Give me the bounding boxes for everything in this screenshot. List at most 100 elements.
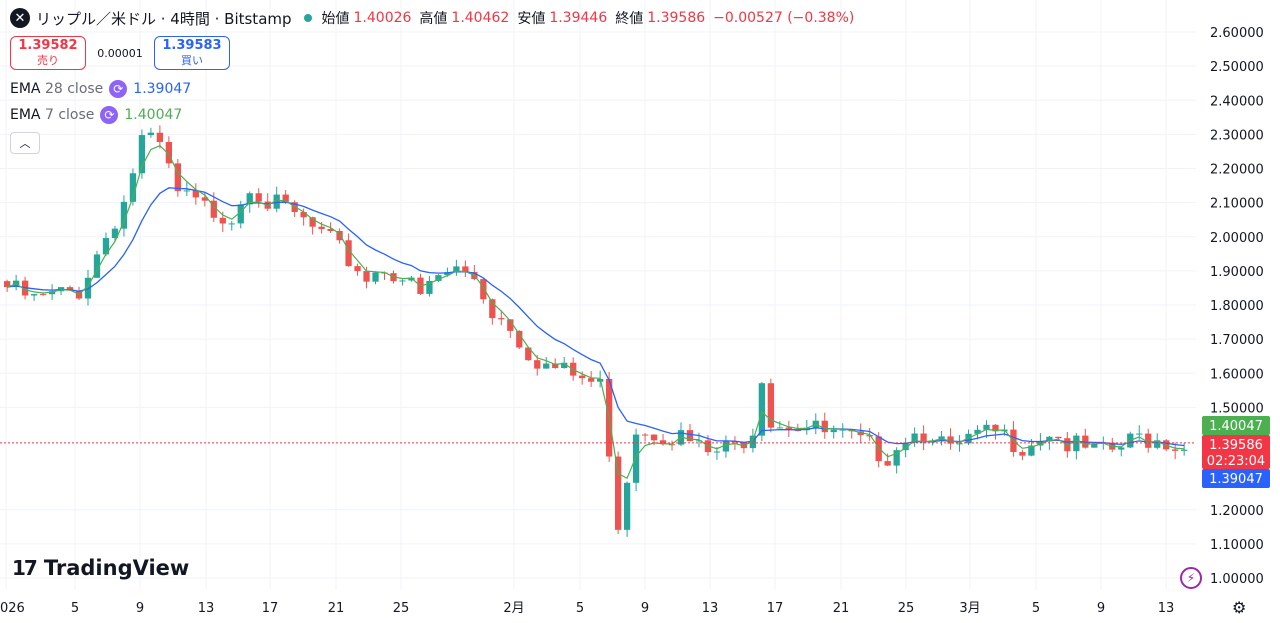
open-label: 始値	[321, 11, 350, 27]
tv-logo-icon: 17	[12, 556, 38, 580]
candle-body	[911, 433, 918, 443]
x-tick-label: 9	[641, 601, 649, 616]
refresh-icon[interactable]: ⟳	[109, 80, 128, 98]
ema28-params: 28 close	[44, 81, 104, 97]
ema7-params: 7 close	[44, 107, 95, 123]
candle-body	[1136, 433, 1143, 435]
x-tick-label: 026	[0, 601, 25, 616]
candle-body	[462, 266, 469, 273]
x-tick-label: 5	[1032, 601, 1040, 616]
candle-body	[866, 435, 873, 437]
candle-body	[722, 440, 730, 452]
candle-body	[354, 266, 361, 272]
symbol-title[interactable]: リップル／米ドル · 4時間 · Bitstamp	[36, 9, 292, 28]
candle-body	[579, 375, 586, 379]
x-tick-label: 5	[576, 601, 584, 616]
sell-price: 1.39582	[18, 38, 78, 53]
chart-grid	[0, 0, 1196, 590]
candle-body	[111, 228, 119, 239]
candle-body	[794, 430, 801, 432]
candle-body	[93, 254, 101, 278]
ema28-price-label-bg	[1202, 469, 1270, 488]
candle-body	[543, 363, 550, 369]
x-tick-label: 2月	[503, 601, 524, 616]
indicator-ema7[interactable]: EMA 7 close ⟳ 1.40047	[10, 106, 182, 124]
candle-body	[561, 362, 568, 369]
candle-body	[785, 427, 792, 431]
candle-body	[1172, 449, 1179, 451]
candle-body	[641, 434, 649, 436]
candle-body	[453, 266, 460, 273]
ema28-price-label: 1.39047	[1209, 472, 1263, 487]
candle-body	[947, 436, 954, 444]
candle-body	[372, 272, 379, 282]
candle-body	[336, 230, 343, 241]
candle-body	[4, 281, 11, 288]
x-tick-label: 13	[1158, 601, 1175, 616]
y-tick-label: 1.00000	[1210, 572, 1264, 587]
candle-body	[552, 363, 559, 369]
change-value: −0.00527 (−0.38%)	[713, 10, 855, 26]
y-tick-label: 2.60000	[1210, 26, 1264, 41]
x-tick-label: 21	[833, 601, 850, 616]
candle-body	[138, 135, 146, 174]
gear-icon[interactable]: ⚙	[1232, 598, 1247, 617]
refresh-icon[interactable]: ⟳	[100, 106, 119, 124]
countdown-label: 02:23:04	[1207, 454, 1265, 469]
ema28-name: EMA	[10, 81, 41, 97]
candle-body	[426, 280, 433, 294]
logo-text: TradingView	[43, 556, 190, 580]
buy-button[interactable]: 1.39583 買い	[154, 36, 230, 70]
low-value: 1.39446	[549, 10, 608, 26]
x-tick-label: 21	[328, 601, 345, 616]
y-tick-label: 1.90000	[1210, 265, 1264, 280]
candle-body	[956, 443, 963, 445]
y-tick-label: 2.50000	[1210, 60, 1264, 75]
candle-body	[327, 229, 334, 231]
high-value: 1.40462	[451, 10, 510, 26]
indicator-ema28[interactable]: EMA 28 close ⟳ 1.39047	[10, 80, 191, 98]
x-tick-label: 9	[136, 601, 144, 616]
candle-body	[48, 291, 56, 295]
candle-body	[767, 383, 775, 428]
x-tick-label: 9	[1097, 601, 1105, 616]
candle-body	[219, 217, 226, 224]
y-tick-label: 2.20000	[1210, 163, 1264, 178]
x-tick-label: 3月	[959, 601, 980, 616]
buy-price: 1.39583	[162, 38, 222, 53]
candle-body	[120, 201, 128, 229]
candle-body	[875, 436, 882, 462]
y-tick-label: 2.00000	[1210, 231, 1264, 246]
candle-body	[66, 287, 74, 291]
candle-body	[1037, 441, 1044, 446]
candle-body	[129, 173, 137, 202]
candle-body	[776, 427, 783, 429]
candle-body	[345, 240, 352, 267]
last-price-label-bg	[1202, 435, 1270, 469]
candle-body	[1028, 445, 1035, 456]
candles	[4, 125, 1188, 537]
candle-body	[444, 272, 451, 276]
candle-body	[588, 378, 595, 382]
x-tick-label: 13	[702, 601, 719, 616]
candle-body	[1019, 452, 1026, 456]
ema28-value: 1.39047	[133, 81, 192, 97]
candle-body	[300, 212, 307, 218]
sell-button[interactable]: 1.39582 売り	[10, 36, 86, 70]
x-icon: ✕	[10, 8, 30, 28]
candle-body	[201, 197, 208, 201]
lightning-icon[interactable]: ⚡	[1180, 567, 1202, 589]
ohlc-values: 始値 1.40026 高値 1.40462 安値 1.39446 終値 1.39…	[322, 8, 859, 28]
candle-body	[983, 424, 990, 430]
spread-value: 0.00001	[97, 46, 143, 60]
candle-body	[183, 190, 190, 192]
y-tick-label: 1.10000	[1210, 538, 1264, 553]
candle-body	[1055, 436, 1062, 439]
y-tick-label: 2.30000	[1210, 128, 1264, 143]
candle-body	[507, 319, 514, 331]
candle-body	[363, 271, 370, 282]
chevron-up-icon[interactable]: ︿	[10, 132, 40, 154]
candle-body	[614, 456, 622, 530]
